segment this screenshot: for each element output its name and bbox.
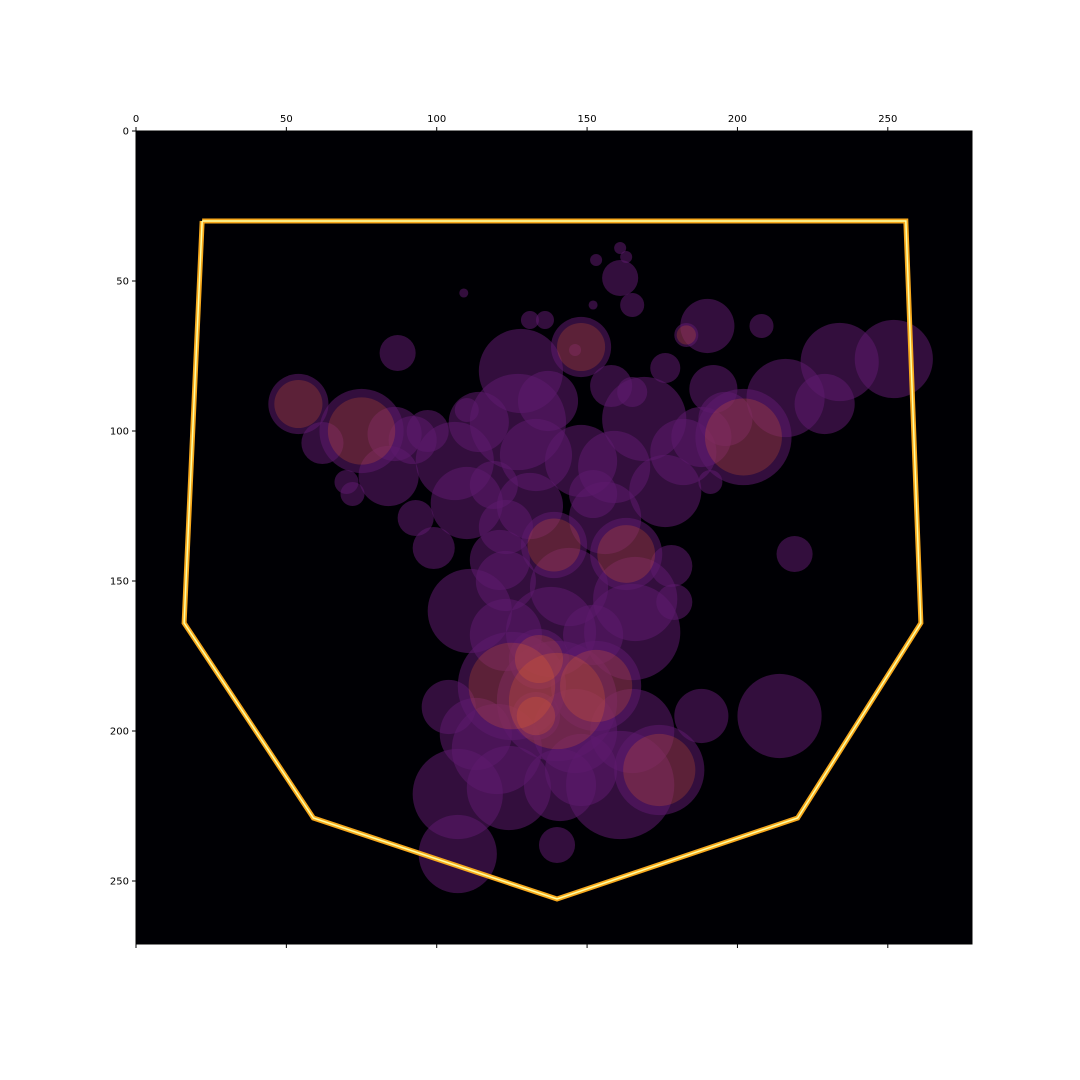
blob-layer	[268, 241, 933, 894]
density-hotspot	[676, 325, 696, 345]
density-hotspot	[704, 398, 782, 476]
density-blob	[737, 673, 822, 759]
density-blob	[397, 499, 434, 537]
density-blob	[563, 604, 624, 666]
density-blob	[620, 250, 633, 264]
density-hotspot	[514, 634, 564, 684]
density-blob	[698, 469, 723, 495]
density-blob	[854, 319, 933, 399]
y-axis-ticks: 0 50 100 150 200 250	[110, 127, 136, 888]
density-blob	[674, 322, 699, 348]
density-blob	[569, 343, 582, 357]
density-blob	[689, 364, 738, 414]
hull-layer	[181, 218, 924, 902]
density-blob	[358, 445, 419, 507]
density-hotspot	[468, 642, 556, 730]
y-tick-label: 150	[110, 577, 129, 588]
x-axis-ticks: 0 50 100 150 200 250	[133, 114, 897, 948]
density-blob	[523, 748, 597, 822]
density-blob	[674, 688, 729, 744]
density-blob	[520, 310, 539, 330]
density-blob	[776, 535, 813, 573]
density-blob	[650, 544, 693, 588]
x-tick-label: 250	[878, 114, 897, 125]
y-tick-label: 250	[110, 877, 129, 888]
density-hotspot	[527, 518, 581, 572]
density-blob	[550, 316, 612, 378]
density-hotspot	[508, 652, 606, 750]
density-hotspot	[327, 397, 396, 465]
density-blob	[590, 253, 603, 267]
y-tick-label: 100	[110, 427, 129, 438]
density-blob	[538, 826, 576, 864]
y-tick-label: 0	[123, 127, 129, 138]
density-blob	[459, 288, 469, 298]
density-blob	[620, 292, 645, 318]
density-blob	[511, 691, 561, 741]
density-blob	[268, 373, 329, 435]
density-blob	[412, 526, 455, 570]
y-tick-label: 50	[116, 277, 129, 288]
density-hotspot	[516, 696, 556, 736]
density-blob	[602, 259, 639, 297]
density-blob	[418, 814, 497, 894]
hull-outline-core	[183, 220, 922, 900]
density-blob	[517, 370, 579, 432]
density-hotspot	[623, 733, 696, 807]
plot-frame	[135, 130, 973, 945]
x-tick-label: 50	[280, 114, 293, 125]
x-tick-label: 0	[133, 114, 139, 125]
density-blob	[614, 241, 627, 255]
density-blob	[749, 313, 774, 339]
density-hotspot	[560, 649, 633, 723]
density-blob	[535, 310, 554, 330]
density-blob	[379, 334, 416, 372]
x-tick-label: 100	[427, 114, 446, 125]
density-hotspot	[597, 525, 656, 583]
density-hotspot	[274, 379, 323, 429]
y-tick-label: 200	[110, 727, 129, 738]
x-tick-label: 200	[728, 114, 747, 125]
density-blob	[469, 598, 542, 672]
density-hotspot	[557, 322, 606, 372]
x-tick-label: 150	[578, 114, 597, 125]
density-blob	[340, 481, 365, 507]
density-blob	[588, 300, 598, 310]
density-blob	[566, 730, 675, 840]
density-blob	[650, 352, 681, 384]
